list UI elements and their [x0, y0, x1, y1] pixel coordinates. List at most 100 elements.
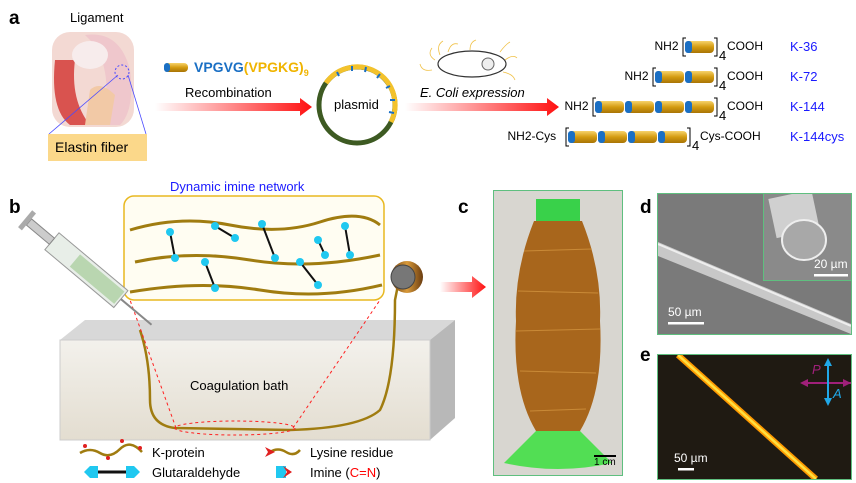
protein-n-terminus: NH2 — [624, 69, 649, 83]
vpgvg-block — [598, 131, 605, 143]
vpgvg-block — [625, 101, 632, 113]
protein-chain-k-72 — [652, 67, 718, 87]
c-scale-label: 1 cm — [594, 457, 616, 468]
vpgvg-block — [655, 101, 662, 113]
protein-repeat-count: 4 — [719, 108, 727, 123]
plasmid-label: plasmid — [334, 97, 379, 112]
imine-nodes — [166, 220, 354, 292]
vpgkg-block — [625, 101, 654, 113]
legend-glutaraldehyde-icon — [84, 466, 140, 478]
polarizer-label: P — [812, 362, 821, 377]
vpgvg-block — [685, 71, 692, 83]
d-scale-main: 50 µm — [668, 305, 702, 319]
network-strands — [129, 214, 383, 296]
peptide-unit-icon — [164, 63, 188, 72]
repeat-bracket — [565, 127, 691, 147]
protein-n-terminus: NH2-Cys — [507, 129, 557, 143]
recombination-label: Recombination — [185, 85, 272, 100]
protein-repeat-count: 4 — [719, 48, 727, 63]
vpgkg-block — [595, 101, 624, 113]
elastin-fiber-box — [48, 134, 147, 161]
protein-n-terminus: NH2 — [564, 99, 589, 113]
legend-k-protein-icon — [79, 439, 143, 460]
repeat-bracket — [652, 67, 718, 87]
panel-b-to-c-arrow — [440, 276, 486, 298]
e-scale-label: 50 µm — [674, 451, 708, 465]
ligament-illustration — [48, 32, 147, 135]
panel-label-d: d — [640, 197, 652, 218]
protein-c-terminus: COOH — [727, 99, 763, 113]
imine-bond: C=N — [349, 465, 377, 480]
sem-image: 50 µm 20 µm — [657, 193, 852, 335]
zoom-ellipse — [174, 420, 296, 436]
panel-label-e: e — [640, 345, 651, 366]
analyzer-label: A — [833, 386, 842, 401]
vpgvg-block — [685, 101, 692, 113]
imine-suffix: ) — [376, 465, 381, 480]
imine-prefix: Imine ( — [310, 465, 350, 480]
d-scale-inset: 20 µm — [814, 257, 848, 271]
expression-arrow — [405, 98, 559, 116]
protein-name: K-36 — [790, 39, 818, 54]
peptide-blue: VPGVG — [194, 59, 244, 75]
legend-lysine: Lysine residue — [310, 445, 394, 460]
ligament-label: Ligament — [70, 10, 124, 25]
protein-chain-k-144 — [592, 97, 718, 117]
legend-imine: Imine (C=N) — [310, 465, 380, 480]
protein-n-terminus: NH2 — [654, 39, 679, 53]
vpgkg-block — [628, 131, 657, 143]
vpgkg-block — [655, 71, 684, 83]
legend-k-protein: K-protein — [152, 445, 205, 460]
peptide-sub: 9 — [303, 67, 309, 78]
repeat-bracket — [592, 97, 718, 117]
panel-label-b: b — [9, 197, 21, 218]
elastin-fiber-label: Elastin fiber — [55, 139, 129, 155]
coagulation-bath — [59, 320, 455, 441]
vpgvg-block — [685, 41, 692, 53]
legend-lysine-icon — [265, 447, 301, 457]
vpgkg-block — [655, 101, 684, 113]
protein-chain-k-144cys — [565, 127, 691, 147]
legend-imine-icon — [276, 466, 292, 478]
protein-chain-k-36 — [682, 37, 718, 57]
spool-photo: 1 cm — [493, 190, 623, 476]
protein-repeat-count: 4 — [719, 78, 727, 93]
vpgvg-block — [568, 131, 575, 143]
plasmid-diagram — [316, 64, 398, 146]
syringe — [18, 210, 153, 326]
polarized-image: P A 50 µm — [657, 354, 852, 480]
network-box — [123, 195, 385, 301]
protein-repeat-count: 4 — [692, 138, 700, 153]
panel-label-a: a — [9, 8, 20, 29]
vpgkg-block — [685, 71, 714, 83]
vpgkg-block — [568, 131, 597, 143]
fiber-spool — [390, 261, 423, 293]
legend-glutaraldehyde: Glutaraldehyde — [152, 465, 241, 480]
expression-label: E. Coli expression — [420, 85, 525, 100]
vpgvg-block — [595, 101, 602, 113]
sem-inset: 20 µm — [763, 194, 851, 281]
vpgkg-block — [685, 41, 714, 53]
repeat-bracket — [682, 37, 718, 57]
protein-name: K-144cys — [790, 129, 845, 144]
vpgkg-block — [685, 101, 714, 113]
vpgvg-block — [658, 131, 665, 143]
protein-c-terminus: COOH — [727, 39, 763, 53]
protein-name: K-72 — [790, 69, 818, 84]
fiber-path — [138, 284, 400, 432]
e-coli-icon — [419, 39, 518, 81]
vpgvg-block — [628, 131, 635, 143]
protein-chains — [565, 37, 718, 147]
protein-name: K-144 — [790, 99, 825, 114]
bath-label: Coagulation bath — [190, 378, 289, 393]
peptide-sequence: VPGVG(VPGKG)9 — [194, 59, 309, 78]
protein-c-terminus: Cys-COOH — [700, 129, 761, 143]
vpgkg-block — [598, 131, 627, 143]
protein-c-terminus: COOH — [727, 69, 763, 83]
peptide-orange: (VPGKG) — [243, 59, 304, 75]
vpgkg-block — [658, 131, 687, 143]
recombination-arrow — [155, 98, 312, 116]
vpgvg-block — [655, 71, 662, 83]
